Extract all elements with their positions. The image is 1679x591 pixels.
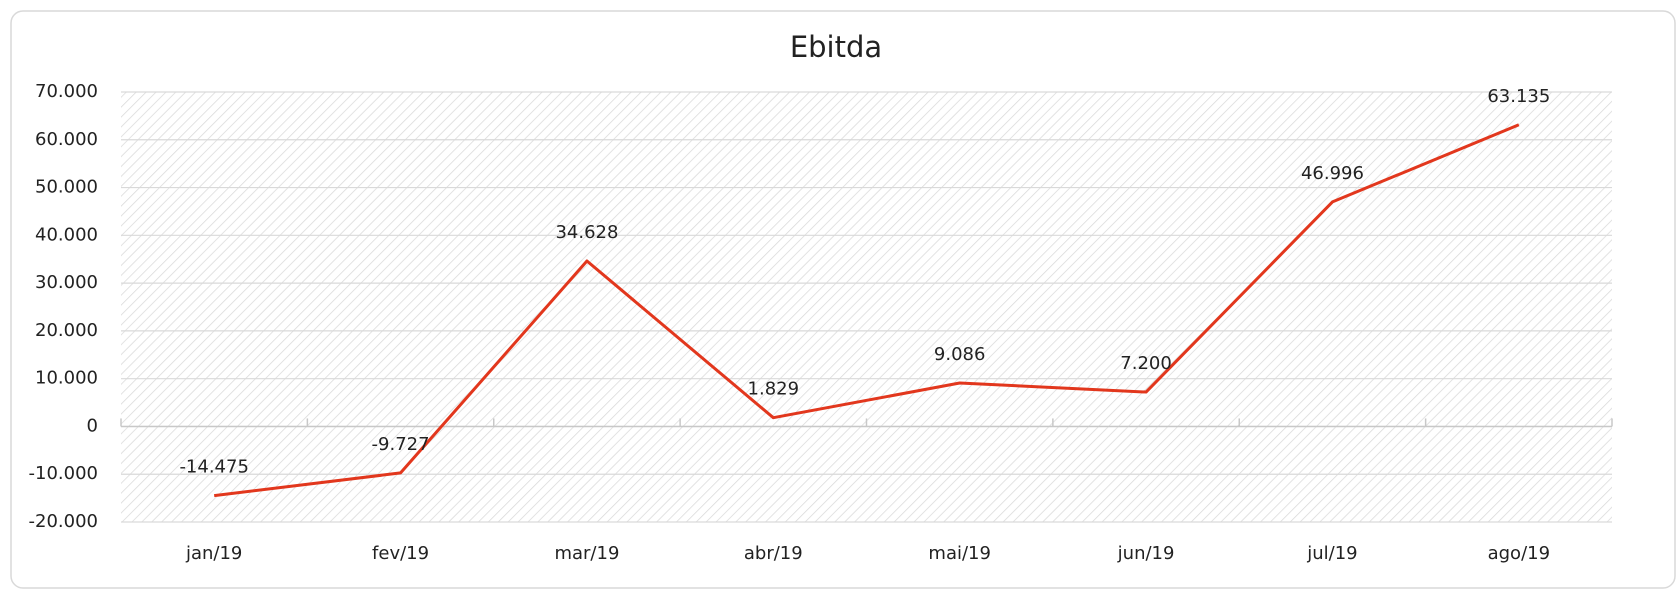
data-label: 46.996 bbox=[1301, 163, 1364, 184]
y-tick-label: -20.000 bbox=[29, 511, 98, 532]
data-label: 7.200 bbox=[1120, 353, 1172, 374]
x-tick-label: fev/19 bbox=[372, 543, 429, 564]
data-label: -9.727 bbox=[372, 434, 430, 455]
x-tick-label: jun/19 bbox=[1117, 543, 1175, 564]
chart-title: Ebitda bbox=[790, 30, 882, 64]
y-tick-label: 50.000 bbox=[35, 177, 98, 198]
y-tick-label: 20.000 bbox=[35, 320, 98, 341]
x-tick-label: abr/19 bbox=[744, 543, 803, 564]
x-tick-label: jul/19 bbox=[1306, 543, 1357, 564]
line bbox=[214, 123, 1520, 498]
x-tick-label: jan/19 bbox=[185, 543, 242, 564]
data-label: 63.135 bbox=[1487, 86, 1550, 107]
data-label: 34.628 bbox=[555, 222, 618, 243]
y-tick-label: 40.000 bbox=[35, 224, 98, 245]
y-tick-label: -10.000 bbox=[29, 463, 98, 484]
y-tick-label: 70.000 bbox=[35, 81, 98, 102]
plot-area bbox=[121, 92, 1612, 522]
y-tick-label: 60.000 bbox=[35, 129, 98, 150]
data-label: 9.086 bbox=[934, 344, 986, 365]
x-tick-label: mar/19 bbox=[554, 543, 619, 564]
x-tick-label: mai/19 bbox=[928, 543, 991, 564]
data-label: 1.829 bbox=[748, 379, 800, 400]
y-tick-label: 30.000 bbox=[35, 272, 98, 293]
y-tick-label: 0 bbox=[87, 415, 98, 436]
y-tick-label: 10.000 bbox=[35, 368, 98, 389]
x-tick-label: ago/19 bbox=[1488, 543, 1550, 564]
data-label: -14.475 bbox=[179, 457, 248, 478]
